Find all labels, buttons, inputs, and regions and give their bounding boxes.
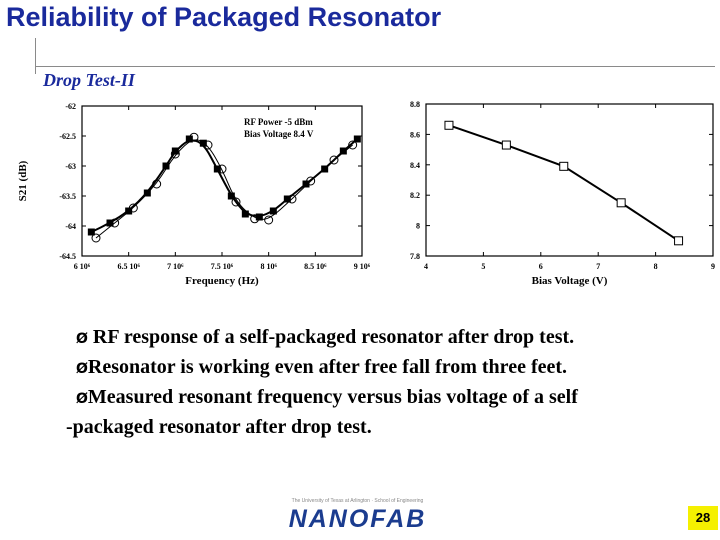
data-point-square: [444, 120, 454, 130]
bullet-text: RF response of a self-packaged resonator…: [87, 326, 575, 348]
series-line: [90, 138, 358, 233]
data-point-circle: [348, 140, 358, 150]
bullet-arrow-icon: Ø: [76, 391, 88, 407]
y-tick-label: 8: [416, 222, 420, 231]
bullet-text: Resonator is working even after free fal…: [87, 356, 568, 378]
data-point-square: [283, 195, 291, 203]
series-line: [448, 124, 680, 242]
bullet-text: Measured resonant frequency versus bias …: [87, 386, 578, 408]
x-tick-label: 8.5 10⁶: [304, 262, 327, 271]
data-point-circle: [152, 179, 162, 189]
data-point-square: [255, 213, 263, 221]
frequency-bias-chart: 4 5 6 7 8 9 7.8 8 8.2 8.4 8.6 8.8 Bias Voltage (V): [410, 100, 715, 287]
y-tick-label: 8.4: [410, 161, 420, 170]
data-point-circle: [264, 215, 274, 225]
plot-frame: [81, 105, 363, 257]
y-tick-label: -63.5: [59, 192, 76, 201]
data-point-square: [106, 219, 114, 227]
x-tick-label: 6.5 10⁶: [117, 262, 140, 271]
data-point-square: [616, 198, 626, 208]
bullet-item: ØMeasured resonant frequency versus bias…: [76, 383, 716, 413]
y-tick-label: 8.8: [410, 100, 420, 109]
x-tick-label: 7 10⁶: [167, 262, 184, 271]
data-point-circle: [329, 155, 339, 165]
data-point-square: [302, 180, 310, 188]
y-tick-label: 7.8: [410, 252, 420, 261]
x-axis-label: Frequency (Hz): [185, 275, 259, 287]
x-tick-label: 7: [596, 262, 600, 271]
y-tick-label: -64: [65, 222, 76, 231]
page-number: 28: [688, 506, 718, 530]
data-point-circle: [170, 149, 180, 159]
x-tick-label: 5: [481, 262, 485, 271]
x-tick-label: 7.5 10⁶: [211, 262, 234, 271]
data-point-circle: [128, 203, 138, 213]
title-rule-vertical: [35, 38, 36, 74]
data-point-circle: [306, 176, 316, 186]
x-axis-label: Bias Voltage (V): [532, 275, 608, 287]
logo-wordmark: NANOFAB: [288, 505, 427, 533]
chart-annotation: Bias Voltage 8.4 V: [244, 129, 314, 139]
x-tick-label: 9: [711, 262, 715, 271]
data-point-square: [339, 147, 347, 155]
y-tick-label: 8.2: [410, 191, 420, 200]
bullet-item: ØResonator is working even after free fa…: [76, 353, 716, 383]
y-axis-label: S21 (dB): [17, 160, 29, 201]
bullet-arrow-icon: Ø: [76, 361, 88, 377]
data-point-circle: [250, 214, 260, 224]
series-line: [95, 139, 353, 239]
slide-subtitle: Drop Test-II: [43, 70, 135, 90]
bullet-item: Ø RF response of a self-packaged resonat…: [76, 323, 716, 353]
data-point-circle: [189, 132, 199, 142]
title-rule: [35, 66, 715, 67]
bullet-arrow-icon: Ø: [76, 331, 88, 347]
data-point-square: [559, 161, 569, 171]
x-tick-label: 6: [539, 262, 543, 271]
data-point-square: [501, 140, 511, 150]
data-point-square: [87, 228, 95, 236]
data-point-square: [269, 207, 277, 215]
data-point-circle: [91, 233, 101, 243]
y-tick-label: -62: [65, 102, 76, 111]
x-tick-label: 8 10⁶: [260, 262, 277, 271]
charts-canvas: 6 10⁶ 6.5 10⁶ 7 10⁶ 7.5 10⁶ 8 10⁶ 8.5 10⁶ 9 10…: [17, 100, 715, 287]
y-tick-label: -63: [65, 162, 76, 171]
data-point-circle: [217, 164, 227, 174]
logo-tagline: The University of Texas at Arlington · S…: [291, 498, 424, 504]
x-tick-label: 9 10⁶: [354, 262, 371, 271]
bullet-text: -packaged resonator after drop test.: [66, 416, 372, 438]
plot-frame: [425, 103, 714, 257]
slide-title: Reliability of Packaged Resonator: [6, 2, 442, 32]
chart-annotation: RF Power -5 dBm: [244, 117, 313, 127]
data-point-square: [353, 135, 361, 143]
nanofab-logo: The University of Texas at Arlington · S…: [275, 498, 440, 534]
y-tick-label: 8.6: [410, 130, 420, 139]
data-point-circle: [287, 194, 297, 204]
data-point-circle: [231, 197, 241, 207]
data-point-circle: [203, 140, 213, 150]
s21-frequency-chart: 6 10⁶ 6.5 10⁶ 7 10⁶ 7.5 10⁶ 8 10⁶ 8.5 10⁶ 9 10…: [17, 102, 371, 287]
data-point-circle: [110, 218, 120, 228]
y-tick-label: -62.5: [59, 132, 76, 141]
data-point-square: [213, 165, 221, 173]
x-tick-label: 6 10⁶: [74, 262, 91, 271]
data-point-square: [674, 236, 684, 246]
x-tick-label: 8: [654, 262, 658, 271]
y-tick-label: -64.5: [59, 252, 76, 261]
bullet-item: -packaged resonator after drop test.: [66, 413, 716, 441]
bullet-list: Ø RF response of a self-packaged resonat…: [66, 323, 716, 441]
x-tick-label: 4: [424, 262, 428, 271]
